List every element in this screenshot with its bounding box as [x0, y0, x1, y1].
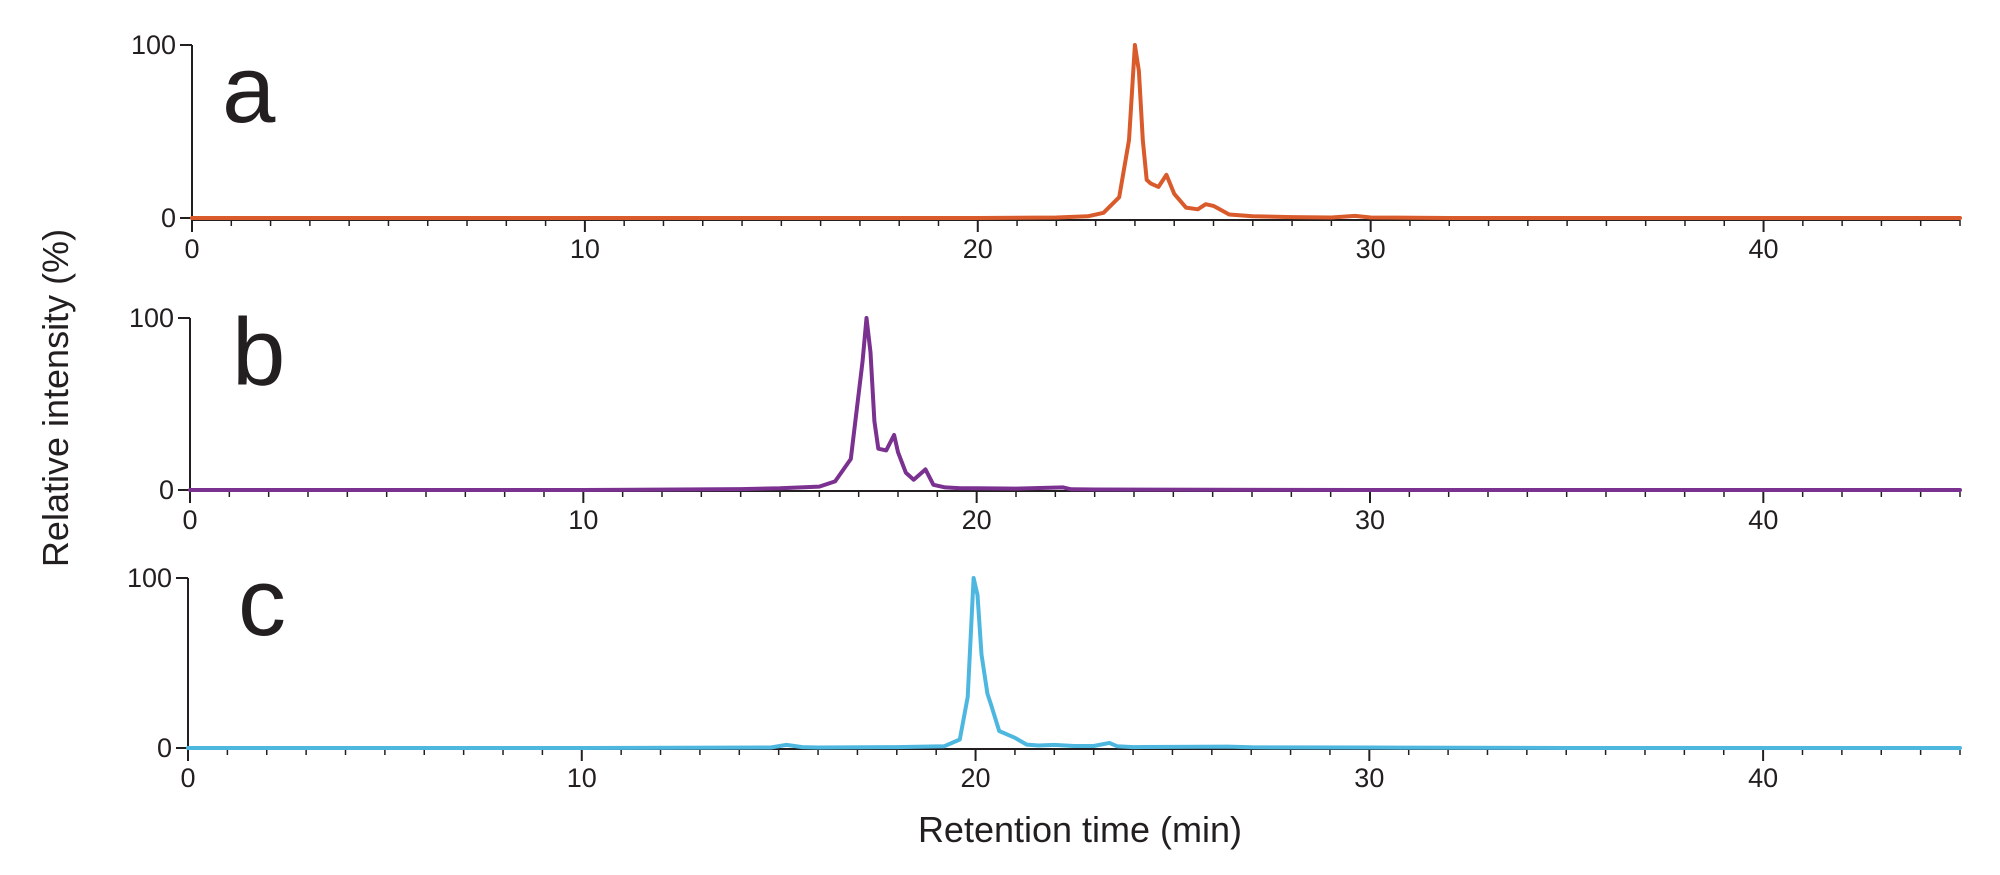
panel-c-x-tick-label: 20 — [961, 763, 991, 793]
panel-c-x-tick-label: 40 — [1748, 763, 1778, 793]
panel-a-x-tick-label: 30 — [1356, 234, 1386, 264]
panel-c-x-tick-label: 30 — [1354, 763, 1384, 793]
x-axis-title: Retention time (min) — [918, 809, 1242, 850]
panel-a-y-tick-label: 0 — [161, 203, 176, 233]
panel-c-y-tick-label: 0 — [157, 733, 172, 763]
panel-b-trace — [188, 316, 1962, 492]
panel-b-x-tick-label: 20 — [962, 505, 992, 535]
panel-b-y-tick-label: 0 — [159, 475, 174, 505]
panel-a-x-tick-label: 10 — [570, 234, 600, 264]
panel-a-y-tick-label: 100 — [131, 30, 176, 60]
y-axis-title: Relative intensity (%) — [35, 229, 76, 567]
panel-c-trace — [186, 576, 1962, 750]
panel-b-x-tick-label: 40 — [1748, 505, 1778, 535]
panel-a-trace — [190, 43, 1962, 220]
panel-c-label: c — [238, 549, 286, 656]
panel-c-y-tick-label: 100 — [127, 563, 172, 593]
panel-a-axes: 0 100 0 10 20 30 40 — [131, 30, 1961, 264]
panel-b-x-tick-label: 10 — [568, 505, 598, 535]
panel-a-label: a — [222, 36, 276, 143]
panel-b-x-tick-label: 0 — [182, 505, 197, 535]
panel-a-x-tick-label: 0 — [184, 234, 199, 264]
panel-b-label: b — [232, 299, 285, 406]
panel-b: 0 100 0 10 20 30 40 b — [129, 299, 1962, 535]
panel-a-x-tick-label: 20 — [963, 234, 993, 264]
panel-b-x-tick-label: 30 — [1355, 505, 1385, 535]
panel-a-x-tick-label: 40 — [1749, 234, 1779, 264]
panel-b-axes: 0 100 0 10 20 30 40 — [129, 303, 1961, 535]
panel-c-axes: 0 100 0 10 20 30 40 — [127, 563, 1961, 793]
panel-a: 0 100 0 10 20 30 40 a — [131, 30, 1962, 264]
panel-c-x-tick-label: 10 — [567, 763, 597, 793]
panel-c-x-tick-label: 0 — [180, 763, 195, 793]
panel-b-y-tick-label: 100 — [129, 303, 174, 333]
panel-c: 0 100 0 10 20 30 40 c — [127, 549, 1962, 793]
